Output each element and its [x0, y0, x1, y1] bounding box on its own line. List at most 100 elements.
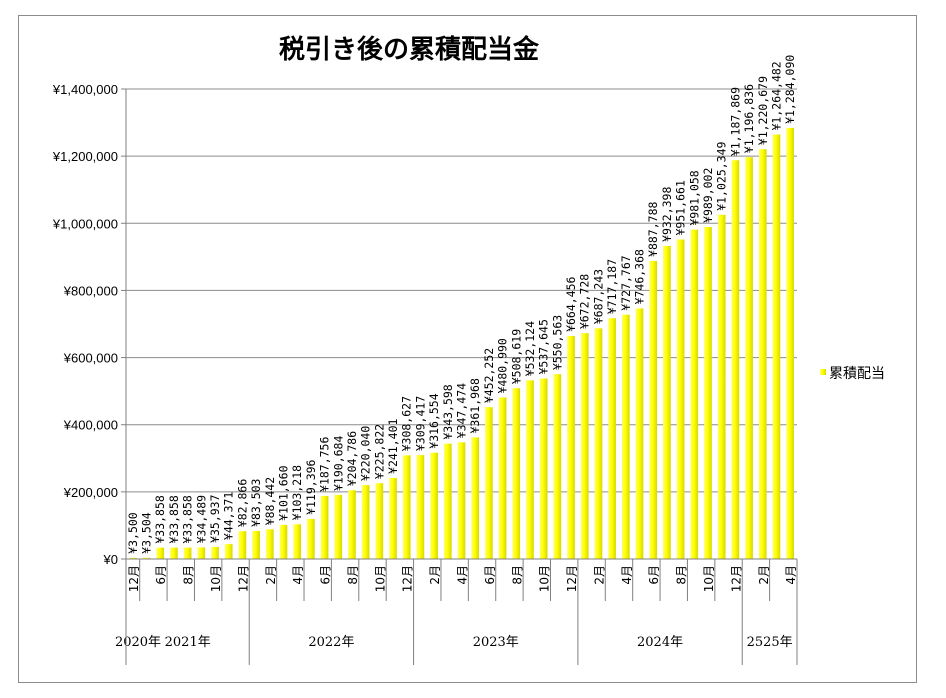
chart-frame: 税引き後の累積配当金 ¥0 ¥200,000 ¥400,000 ¥600,000 ¥80…: [18, 15, 917, 683]
y-tick-label: ¥1,200,000: [52, 149, 118, 164]
data-label: ¥532,124: [523, 321, 537, 376]
year-label: 2020年: [115, 635, 161, 650]
grid-lines: [121, 88, 797, 560]
y-tick-label: ¥0: [103, 552, 118, 567]
month-label: 8月: [675, 565, 689, 585]
month-label: 10月: [373, 565, 387, 592]
bar: [307, 518, 315, 559]
bar: [717, 214, 726, 559]
year-label: 2525年: [747, 635, 793, 650]
bar: [142, 557, 151, 559]
bar: [731, 160, 740, 560]
month-label: 4月: [620, 565, 634, 585]
data-label: ¥190,684: [331, 436, 345, 491]
data-label: ¥309,417: [413, 396, 427, 451]
data-label: ¥316,554: [427, 393, 441, 448]
bar: [553, 374, 562, 559]
data-label: ¥35,937: [208, 494, 222, 543]
month-label: 12月: [236, 565, 250, 592]
bar: [170, 547, 178, 559]
month-label: 6月: [154, 565, 168, 585]
data-label: ¥1,196,836: [742, 84, 756, 153]
bar: [485, 407, 493, 559]
bar: [334, 494, 343, 559]
data-label: ¥33,858: [153, 495, 167, 544]
month-label: 10月: [538, 565, 552, 592]
bar: [539, 378, 548, 559]
data-label: ¥887,788: [646, 201, 660, 256]
data-label: ¥3,504: [140, 512, 154, 554]
y-tick-label: ¥1,400,000: [52, 82, 118, 97]
bar: [690, 229, 699, 559]
data-label: ¥687,243: [591, 269, 605, 324]
month-label: 12月: [127, 565, 141, 592]
legend-swatch: [820, 369, 826, 375]
data-label: ¥103,218: [290, 465, 304, 520]
data-label: ¥672,728: [578, 274, 592, 329]
y-tick-label: ¥800,000: [63, 283, 118, 298]
data-labels: ¥3,500 ¥3,504 ¥33,858 ¥33,858 ¥33,858 ¥34,489…: [126, 55, 797, 554]
bar: [676, 239, 685, 560]
data-label: ¥83,503: [249, 478, 263, 527]
data-label: ¥119,396: [304, 459, 318, 514]
bar: [183, 547, 192, 559]
data-label: ¥88,442: [263, 477, 277, 525]
data-label: ¥34,489: [194, 495, 208, 544]
month-label: 8月: [182, 565, 196, 585]
bar: [197, 547, 206, 559]
bar: [526, 380, 534, 559]
data-label: ¥1,025,349: [715, 141, 729, 210]
data-label: ¥82,866: [235, 479, 249, 528]
data-label: ¥187,756: [318, 437, 332, 492]
data-label: ¥664,456: [564, 276, 578, 331]
bar: [758, 149, 767, 559]
data-label: ¥101,660: [276, 465, 290, 520]
bar: [265, 529, 274, 559]
data-label: ¥537,645: [537, 319, 551, 374]
data-label: ¥932,398: [660, 187, 674, 242]
data-label: ¥452,252: [482, 348, 496, 403]
data-label: ¥989,002: [701, 168, 715, 223]
data-label: ¥1,284,090: [783, 55, 797, 124]
month-label: 12月: [729, 565, 743, 592]
year-label: 2023年: [473, 635, 519, 650]
bar: [635, 308, 644, 559]
data-label: ¥1,187,869: [728, 87, 742, 156]
bar: [786, 127, 794, 559]
year-label: 2022年: [308, 635, 354, 650]
data-label: ¥951,661: [674, 180, 688, 235]
bar: [211, 546, 219, 559]
bar: [224, 544, 233, 559]
bar: [498, 397, 507, 559]
bar: [238, 531, 247, 559]
month-label: 6月: [647, 565, 661, 585]
month-label: 2月: [592, 565, 606, 585]
y-axis-ticks: ¥0 ¥200,000 ¥400,000 ¥600,000 ¥800,000 ¥1,000…: [52, 82, 118, 567]
chart-title: 税引き後の累積配当金: [279, 34, 540, 65]
bar: [471, 437, 480, 559]
month-label: 6月: [319, 565, 333, 585]
year-label: 2021年: [165, 635, 211, 650]
data-label: ¥550,563: [550, 315, 564, 370]
bar: [443, 443, 452, 559]
data-label: ¥204,786: [345, 431, 359, 486]
bar: [389, 477, 397, 559]
bar: [430, 452, 438, 559]
month-label: 2月: [428, 565, 442, 585]
month-label: 10月: [209, 565, 223, 592]
data-label: ¥717,187: [605, 259, 619, 314]
data-label: ¥33,858: [181, 495, 195, 544]
month-label: 8月: [510, 565, 524, 585]
month-label: 4月: [291, 565, 305, 585]
bar: [375, 483, 384, 559]
bar: [704, 226, 712, 559]
legend-label: 累積配当: [829, 366, 885, 382]
bars: [129, 127, 794, 560]
month-label: 12月: [565, 565, 579, 592]
month-label: 4月: [784, 565, 798, 585]
bar: [772, 134, 781, 559]
data-label: ¥480,990: [496, 338, 510, 393]
data-label: ¥347,474: [455, 383, 469, 438]
data-label: ¥508,619: [509, 329, 523, 384]
bar: [293, 524, 302, 559]
